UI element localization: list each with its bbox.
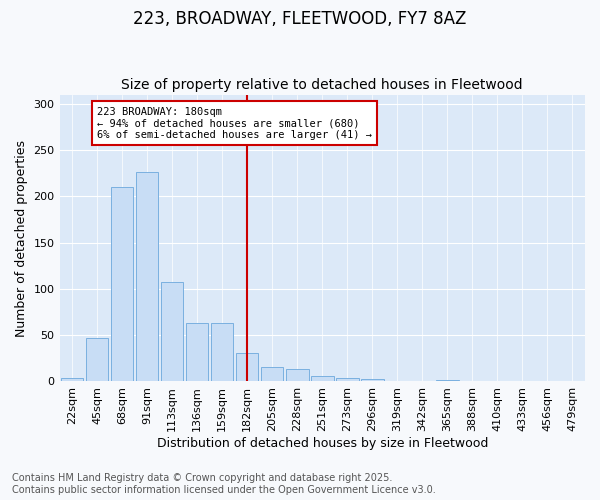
Bar [86, 338, 109, 382]
Bar [111, 187, 133, 382]
Y-axis label: Number of detached properties: Number of detached properties [15, 140, 28, 336]
Bar [261, 366, 283, 382]
Bar [336, 378, 359, 382]
X-axis label: Distribution of detached houses by size in Fleetwood: Distribution of detached houses by size … [157, 437, 488, 450]
Bar [136, 172, 158, 382]
Bar [236, 353, 259, 382]
Bar [436, 380, 458, 382]
Bar [211, 323, 233, 382]
Bar [161, 282, 184, 382]
Bar [286, 370, 308, 382]
Bar [386, 380, 409, 382]
Bar [186, 323, 208, 382]
Bar [361, 378, 383, 382]
Bar [561, 380, 584, 382]
Text: 223, BROADWAY, FLEETWOOD, FY7 8AZ: 223, BROADWAY, FLEETWOOD, FY7 8AZ [133, 10, 467, 28]
Title: Size of property relative to detached houses in Fleetwood: Size of property relative to detached ho… [121, 78, 523, 92]
Bar [311, 376, 334, 382]
Text: 223 BROADWAY: 180sqm
← 94% of detached houses are smaller (680)
6% of semi-detac: 223 BROADWAY: 180sqm ← 94% of detached h… [97, 106, 372, 140]
Bar [61, 378, 83, 382]
Text: Contains HM Land Registry data © Crown copyright and database right 2025.
Contai: Contains HM Land Registry data © Crown c… [12, 474, 436, 495]
